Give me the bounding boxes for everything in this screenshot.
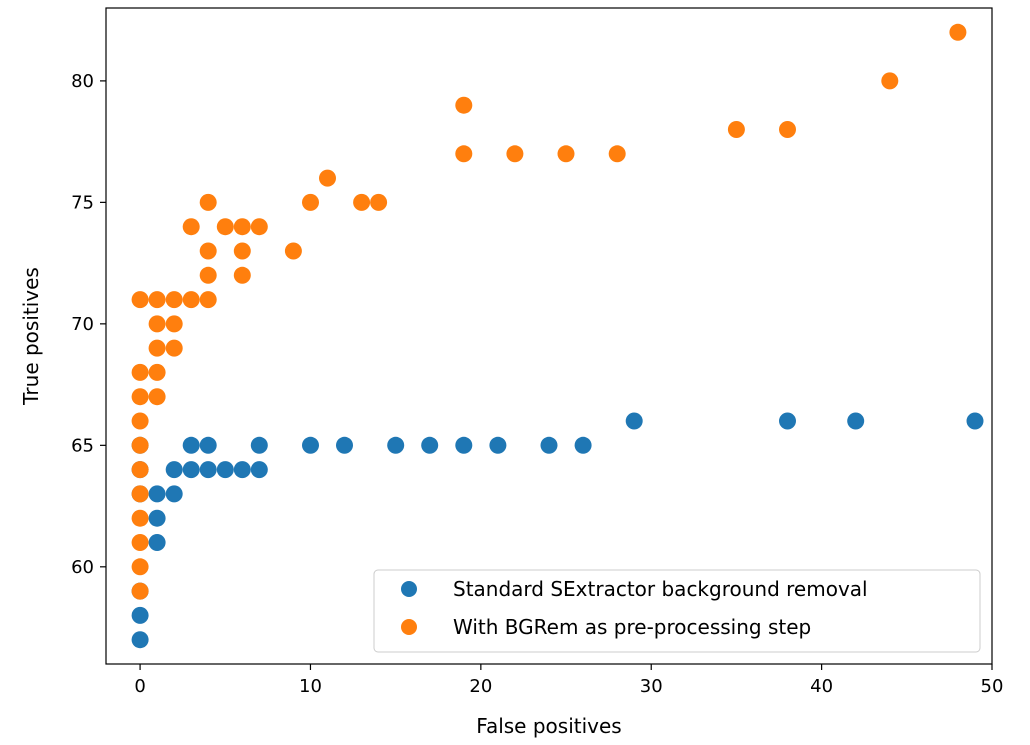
data-point-bgrem — [131, 291, 149, 309]
data-point-standard — [148, 509, 166, 527]
data-point-bgrem — [302, 193, 319, 211]
data-point-bgrem — [608, 145, 626, 163]
data-point-bgrem — [131, 558, 149, 576]
data-point-standard — [182, 436, 200, 454]
data-point-standard — [199, 461, 217, 479]
data-point-standard — [250, 461, 268, 479]
data-point-bgrem — [131, 582, 149, 600]
data-point-bgrem — [148, 291, 166, 309]
x-tick-label: 10 — [299, 676, 322, 697]
data-point-bgrem — [131, 412, 149, 430]
legend-marker-standard — [401, 581, 417, 597]
data-point-standard — [165, 461, 183, 479]
data-point-bgrem — [557, 145, 575, 163]
legend: Standard SExtractor background removal W… — [373, 569, 981, 653]
data-point-standard — [489, 436, 507, 454]
data-point-bgrem — [233, 266, 251, 284]
y-tick-label: 60 — [71, 557, 94, 578]
data-point-standard — [131, 606, 149, 624]
data-point-standard — [302, 436, 319, 454]
y-tick-label: 70 — [71, 314, 94, 335]
y-tick-label: 75 — [71, 192, 94, 213]
data-point-bgrem — [131, 534, 149, 551]
x-axis-label: False positives — [476, 714, 621, 738]
data-point-bgrem — [199, 242, 217, 260]
data-point-bgrem — [949, 23, 967, 41]
data-point-bgrem — [148, 363, 166, 381]
points-layer — [131, 23, 984, 649]
x-tick-label: 20 — [469, 676, 492, 697]
legend-label-standard: Standard SExtractor background removal — [453, 577, 868, 601]
data-point-bgrem — [506, 145, 524, 163]
data-point-bgrem — [165, 315, 183, 333]
legend-marker-bgrem — [401, 619, 417, 635]
data-point-standard — [165, 485, 183, 503]
data-point-bgrem — [216, 218, 234, 236]
data-point-standard — [148, 534, 166, 551]
y-tick-label: 65 — [71, 435, 94, 456]
data-point-standard — [540, 436, 558, 454]
y-axis-ticks: 60 65 70 75 80 — [71, 71, 106, 578]
y-axis-label: True positives — [19, 267, 43, 406]
data-point-standard — [847, 412, 865, 430]
data-point-bgrem — [233, 218, 251, 236]
data-point-bgrem — [455, 145, 473, 163]
data-point-bgrem — [727, 121, 745, 138]
data-point-standard — [421, 436, 439, 454]
data-point-bgrem — [199, 266, 217, 284]
data-point-standard — [455, 436, 473, 454]
plot-area-frame — [105, 7, 993, 665]
data-point-bgrem — [319, 169, 336, 187]
data-point-standard — [182, 461, 200, 479]
data-point-bgrem — [881, 72, 899, 90]
data-point-bgrem — [131, 436, 149, 454]
data-point-bgrem — [148, 388, 166, 406]
legend-box — [373, 569, 981, 653]
data-point-standard — [625, 412, 643, 430]
data-point-bgrem — [250, 218, 268, 236]
x-tick-label: 0 — [134, 676, 145, 697]
data-point-standard — [199, 436, 217, 454]
data-point-standard — [574, 436, 592, 454]
data-point-bgrem — [370, 193, 388, 211]
data-point-bgrem — [199, 291, 217, 309]
data-point-bgrem — [131, 461, 149, 479]
data-point-standard — [148, 485, 166, 503]
data-point-bgrem — [779, 121, 796, 138]
data-point-bgrem — [148, 315, 166, 333]
data-point-standard — [966, 412, 984, 430]
y-tick-label: 80 — [71, 71, 94, 92]
data-point-bgrem — [455, 96, 473, 114]
data-point-standard — [131, 631, 149, 649]
data-point-standard — [250, 436, 268, 454]
data-point-bgrem — [284, 242, 302, 260]
data-point-bgrem — [148, 339, 166, 357]
x-axis-ticks: 0 10 20 30 40 50 — [134, 664, 1003, 697]
data-point-bgrem — [165, 339, 183, 357]
data-point-bgrem — [131, 363, 149, 381]
x-tick-label: 30 — [640, 676, 663, 697]
data-point-bgrem — [131, 509, 149, 527]
data-point-bgrem — [131, 485, 149, 503]
data-point-bgrem — [182, 291, 200, 309]
data-point-standard — [216, 461, 234, 479]
data-point-bgrem — [131, 388, 149, 406]
legend-label-bgrem: With BGRem as pre-processing step — [453, 615, 811, 639]
data-point-bgrem — [233, 242, 251, 260]
data-point-bgrem — [353, 193, 371, 211]
data-point-standard — [387, 436, 405, 454]
x-tick-label: 50 — [981, 676, 1004, 697]
x-tick-label: 40 — [810, 676, 833, 697]
data-point-bgrem — [165, 291, 183, 309]
data-point-standard — [779, 412, 796, 430]
data-point-standard — [336, 436, 353, 454]
data-point-bgrem — [199, 193, 217, 211]
data-point-bgrem — [182, 218, 200, 236]
data-point-standard — [233, 461, 251, 479]
